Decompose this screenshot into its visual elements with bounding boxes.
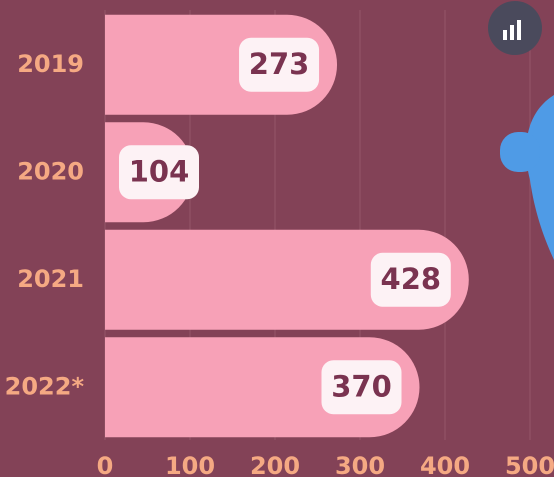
value-label: 428: [381, 262, 442, 296]
plot: 0 100 200 300 400 500 2019 273 2020 104 2021 428 202…: [5, 10, 554, 477]
x-tick-label: 100: [165, 452, 215, 477]
x-tick-label: 200: [250, 452, 300, 477]
x-tick-label: 500: [505, 452, 554, 477]
value-label-box: [370, 252, 451, 307]
x-tick-label: 0: [97, 452, 114, 477]
value-label-box: [119, 145, 199, 200]
y-tick-label: 2019: [17, 50, 84, 78]
x-tick-label: 400: [420, 452, 470, 477]
value-label: 104: [129, 154, 190, 188]
decoration: [488, 1, 554, 260]
value-label-box: [239, 37, 320, 92]
y-tick-label: 2020: [17, 157, 84, 185]
value-label-box: [321, 360, 402, 415]
value-label: 273: [249, 47, 310, 81]
value-label: 370: [331, 369, 392, 403]
y-tick-label: 2022*: [5, 372, 85, 400]
x-tick-label: 300: [335, 452, 385, 477]
y-tick-label: 2021: [17, 265, 84, 293]
